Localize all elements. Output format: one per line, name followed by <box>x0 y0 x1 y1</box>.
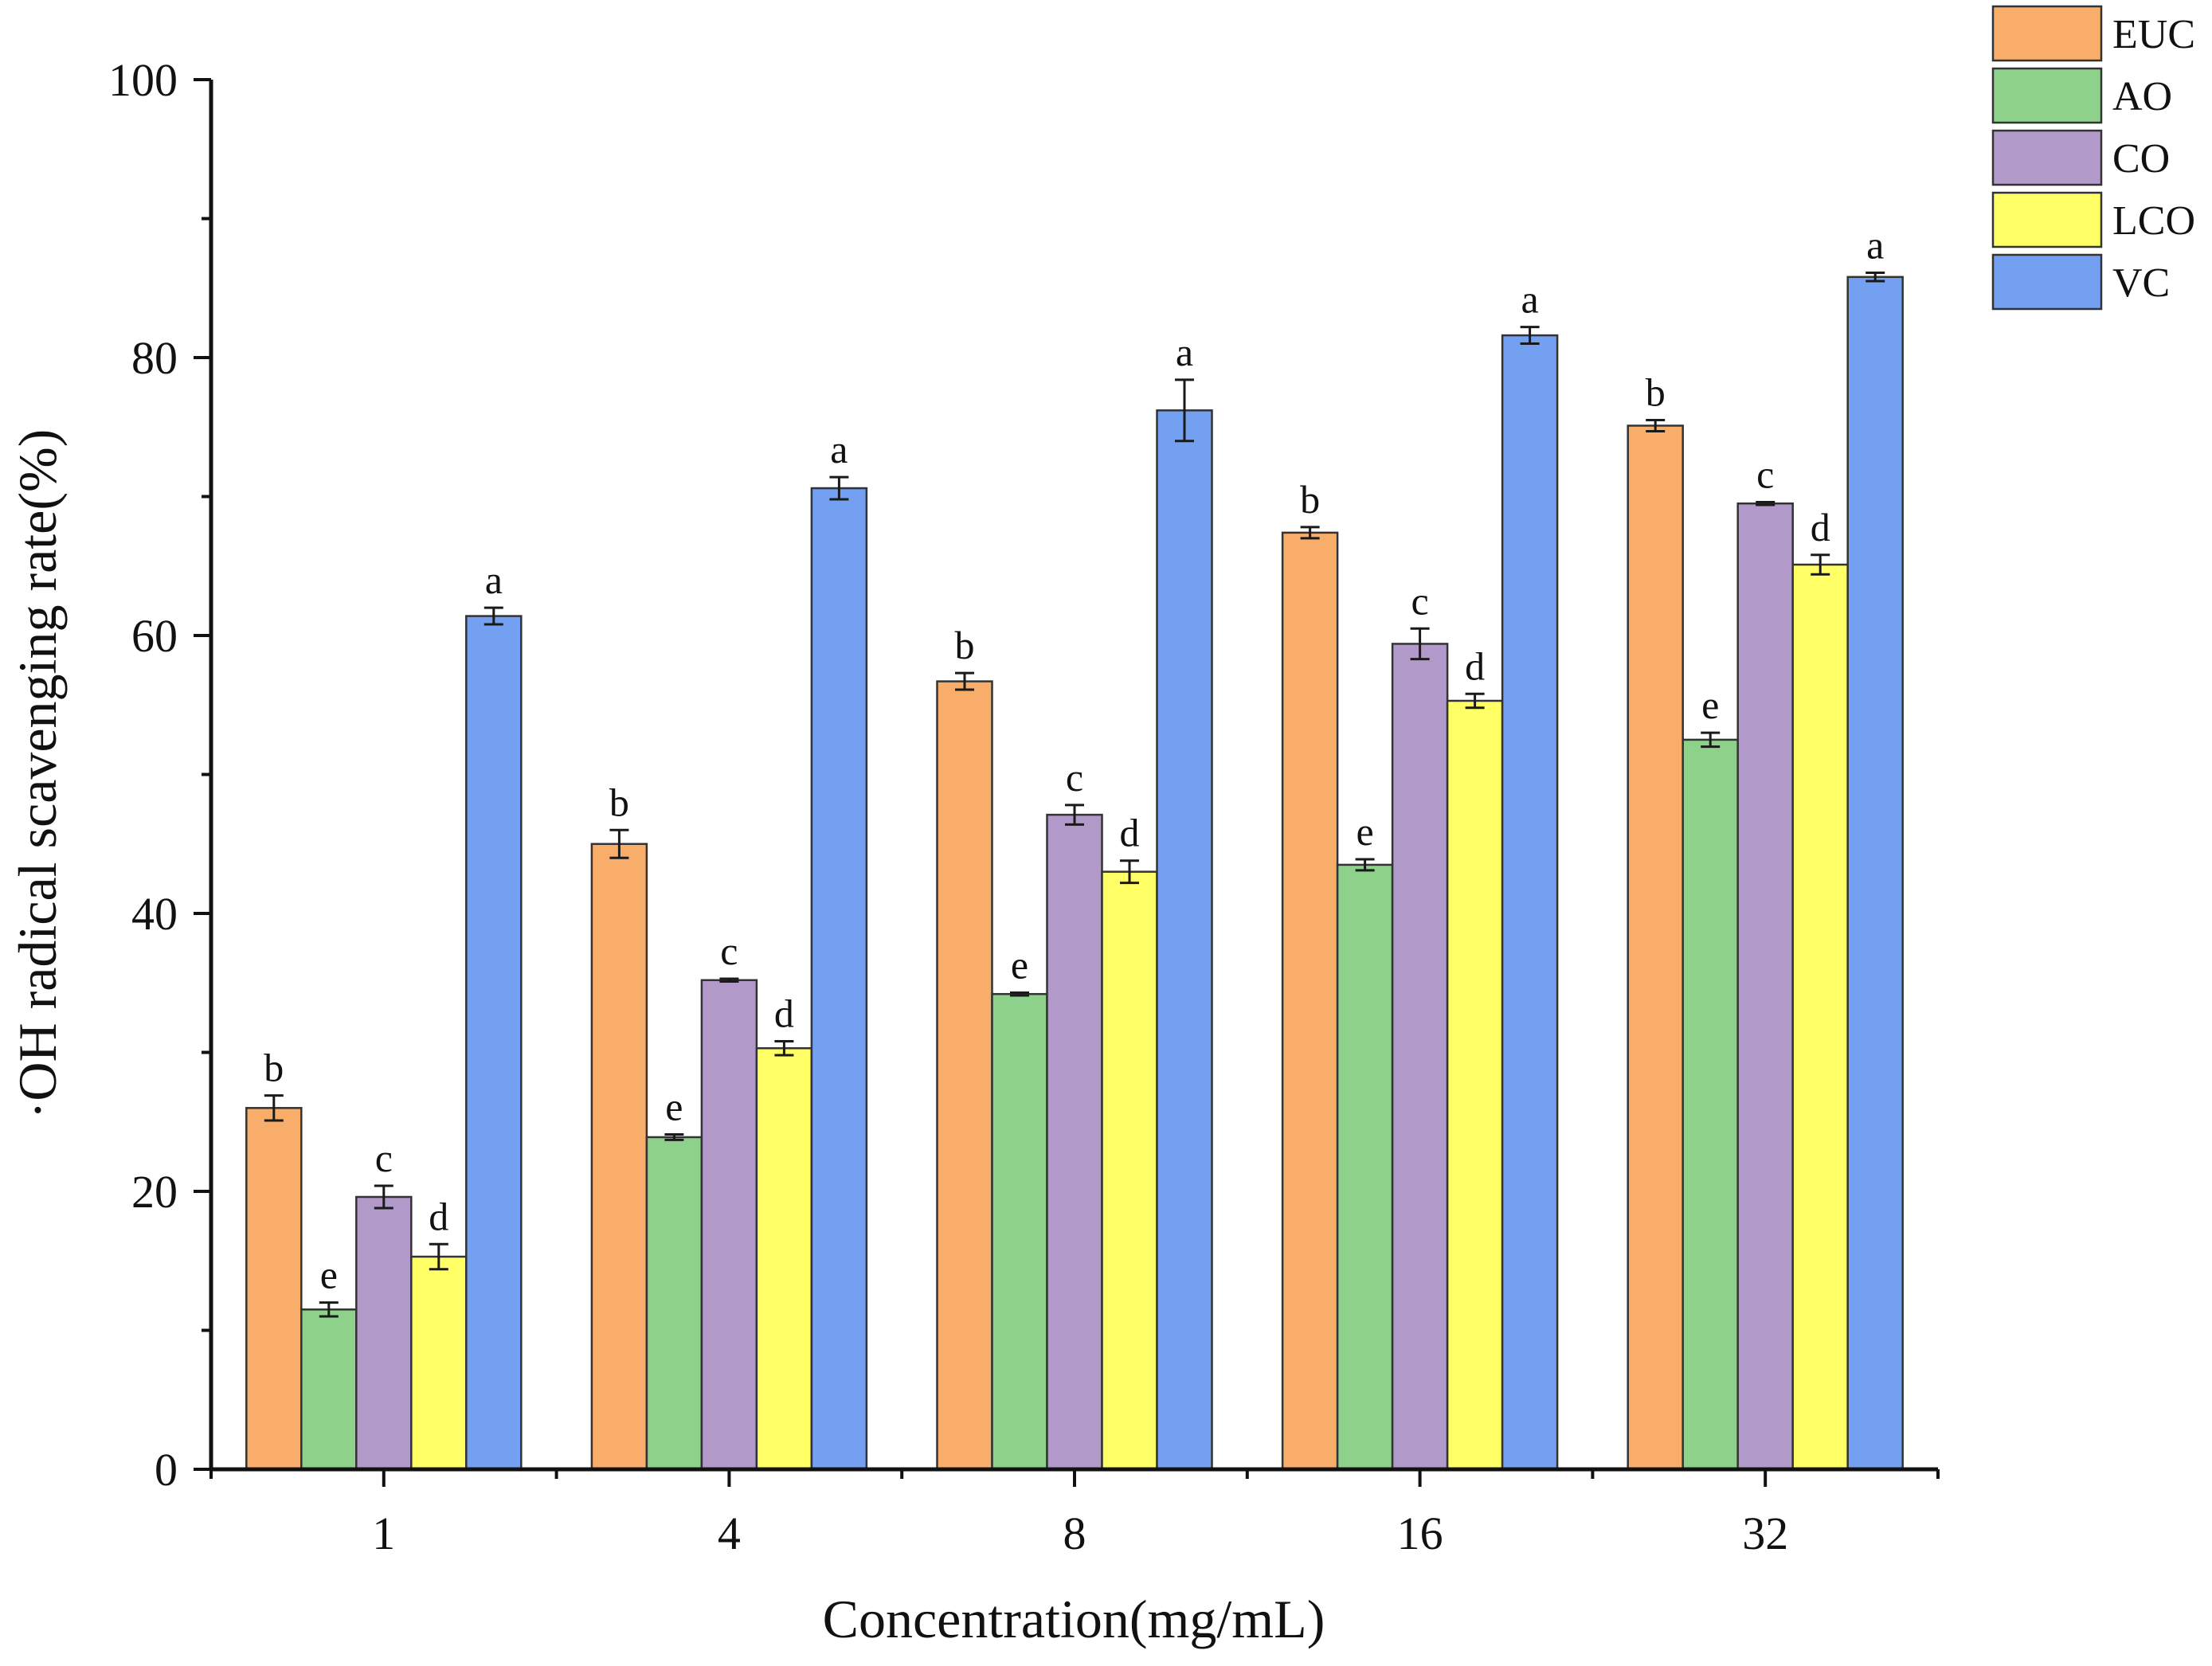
legend-swatch-VC <box>1991 253 2103 311</box>
bar-VC-16 <box>1501 334 1559 1471</box>
legend-swatch-AO <box>1991 67 2103 124</box>
significance-letter-VC-32: a <box>1866 223 1884 268</box>
legend-label-VC: VC <box>2112 260 2170 306</box>
significance-letter-AO-32: e <box>1701 682 1719 727</box>
significance-letter-LCO-8: d <box>1120 811 1140 855</box>
bar-VC-4 <box>810 487 868 1471</box>
significance-letter-CO-32: c <box>1756 452 1774 496</box>
x-ticks: 1 4 8 16 32 <box>209 1469 1940 1559</box>
y-tick-label-40: 40 <box>131 888 178 940</box>
legend-label-EUC: EUC <box>2112 12 2195 57</box>
bar-AO-32 <box>1682 738 1739 1471</box>
bar-CO-32 <box>1736 502 1794 1471</box>
legend: EUC AO CO LCO VC <box>1991 5 2195 311</box>
bar-VC-32 <box>1846 276 1904 1471</box>
bar-AO-16 <box>1336 863 1394 1471</box>
y-tick-label-80: 80 <box>131 332 178 384</box>
x-tick-label-8: 8 <box>1063 1508 1086 1559</box>
significance-letter-EUC-1: b <box>264 1046 284 1090</box>
bar-AO-4 <box>645 1136 703 1471</box>
significance-letter-EUC-4: b <box>609 780 629 824</box>
legend-label-CO: CO <box>2112 136 2170 182</box>
bar-EUC-8 <box>936 680 993 1471</box>
x-tick-label-4: 4 <box>718 1508 741 1559</box>
bar-EUC-1 <box>245 1107 303 1471</box>
significance-letter-VC-1: a <box>485 557 503 602</box>
significance-letter-LCO-4: d <box>774 991 794 1036</box>
bar-CO-16 <box>1391 643 1449 1471</box>
significance-letter-AO-16: e <box>1356 809 1373 854</box>
y-tick-label-20: 20 <box>131 1166 178 1218</box>
legend-swatch-EUC <box>1991 5 2103 62</box>
x-tick-label-32: 32 <box>1742 1508 1788 1559</box>
bar-EUC-4 <box>590 843 648 1471</box>
legend-swatch-CO <box>1991 129 2103 186</box>
legend-label-AO: AO <box>2112 74 2172 119</box>
bar-LCO-32 <box>1791 563 1849 1471</box>
y-axis-title: ·OH radical scavenging rate(%) <box>7 429 68 1120</box>
y-tick-label-100: 100 <box>108 54 178 106</box>
y-tick-label-0: 0 <box>155 1444 178 1496</box>
x-axis-title: Concentration(mg/mL) <box>823 1589 1325 1649</box>
legend-swatch-LCO <box>1991 191 2103 248</box>
significance-letter-EUC-8: b <box>955 623 975 667</box>
bar-CO-4 <box>700 979 758 1471</box>
significance-letter-VC-4: a <box>830 427 848 471</box>
significance-letter-AO-8: e <box>1011 942 1028 987</box>
significance-letter-EUC-16: b <box>1300 477 1320 522</box>
significance-letter-AO-1: e <box>320 1253 338 1297</box>
significance-letter-CO-16: c <box>1411 578 1428 623</box>
significance-letter-VC-8: a <box>1176 330 1193 374</box>
bar-group <box>245 276 1904 1471</box>
bar-EUC-32 <box>1627 424 1684 1471</box>
significance-letter-LCO-32: d <box>1811 505 1830 549</box>
significance-letter-EUC-32: b <box>1646 370 1666 415</box>
bar-LCO-16 <box>1446 699 1504 1471</box>
significance-letter-CO-4: c <box>720 929 738 973</box>
bar-VC-1 <box>465 615 523 1471</box>
significance-letter-LCO-16: d <box>1465 643 1485 688</box>
error-bar-group <box>264 272 1885 1318</box>
bar-LCO-4 <box>755 1047 813 1471</box>
significance-letter-CO-1: c <box>375 1136 393 1180</box>
significance-letter-LCO-1: d <box>429 1194 448 1238</box>
bar-CO-1 <box>355 1195 413 1471</box>
bar-CO-8 <box>1046 813 1103 1471</box>
bar-LCO-8 <box>1101 870 1158 1471</box>
y-ticks: 0 20 40 60 80 100 <box>108 54 211 1496</box>
significance-letter-VC-16: a <box>1521 277 1538 322</box>
legend-label-LCO: LCO <box>2112 198 2195 244</box>
x-tick-label-1: 1 <box>372 1508 395 1559</box>
significance-letter-AO-4: e <box>665 1084 683 1128</box>
y-tick-label-60: 60 <box>131 610 178 662</box>
bar-VC-8 <box>1156 409 1213 1471</box>
bar-AO-8 <box>991 992 1048 1471</box>
bar-AO-1 <box>300 1308 358 1471</box>
bar-LCO-1 <box>410 1255 468 1471</box>
x-tick-label-16: 16 <box>1397 1508 1443 1559</box>
significance-letter-CO-8: c <box>1066 755 1083 800</box>
bar-EUC-16 <box>1281 531 1339 1471</box>
